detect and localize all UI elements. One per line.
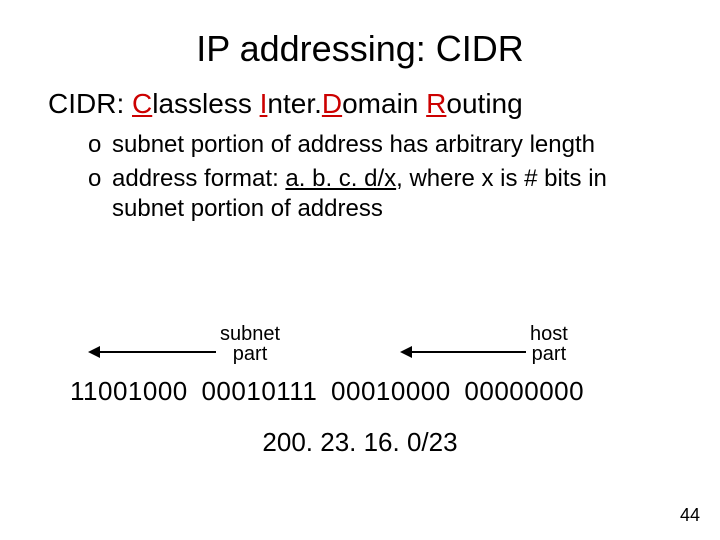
arrow-line [98,351,216,353]
bullet-item: o subnet portion of address has arbitrar… [88,130,680,160]
bullet-text: address format: a. b. c. d/x, where x is… [112,164,680,224]
slide-title: IP addressing: CIDR [40,28,680,70]
cidr-notation: 200. 23. 16. 0/23 [0,427,720,458]
arrow-line [410,351,526,353]
bullet-text-a: address format: [112,165,285,192]
labels-row: subnet part host part [0,320,720,374]
subtitle-w1: lassless [152,88,259,119]
host-label-line1: host [530,324,568,344]
subtitle-c: C [132,88,152,119]
binary-address: 11001000 00010111 00010000 00000000 [0,376,720,407]
subnet-part-label: subnet part [220,324,280,364]
address-diagram: subnet part host part 11001000 00010111 … [0,320,720,458]
slide: IP addressing: CIDR CIDR: Classless Inte… [0,0,720,540]
bullet-marker: o [88,164,104,224]
subtitle-r: R [426,88,446,119]
host-label-line2: part [530,344,568,364]
bullet-text-b: a. b. c. d/x [285,165,396,192]
subtitle-prefix: CIDR: [48,88,132,119]
host-part-label: host part [530,324,568,364]
subnet-label-line2: part [220,344,280,364]
subtitle-d: D [322,88,342,119]
subtitle-w3: omain [342,88,426,119]
slide-subtitle: CIDR: Classless Inter.Domain Routing [48,88,680,120]
subnet-label-line1: subnet [220,324,280,344]
subtitle-w2: nter. [267,88,321,119]
subtitle-w4: outing [446,88,522,119]
page-number: 44 [680,505,700,526]
bullet-item: o address format: a. b. c. d/x, where x … [88,164,680,224]
bullet-marker: o [88,130,104,160]
bullet-list: o subnet portion of address has arbitrar… [88,130,680,224]
bullet-text: subnet portion of address has arbitrary … [112,130,595,160]
